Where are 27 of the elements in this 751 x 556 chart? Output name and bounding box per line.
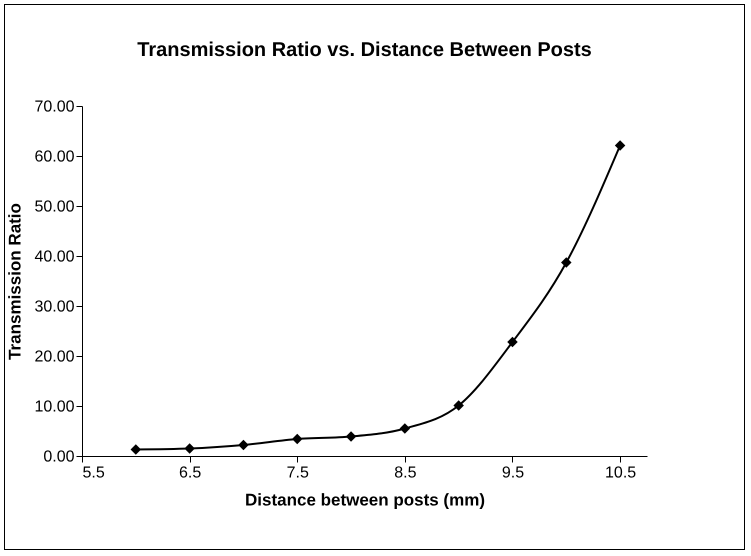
y-tick-label: 60.00 xyxy=(34,148,75,166)
point xyxy=(507,336,518,348)
point xyxy=(614,140,626,151)
x-tick-label: 6.5 xyxy=(178,464,202,482)
x-tick-label: 7.5 xyxy=(286,464,309,482)
y-tick-label: 70.00 xyxy=(34,98,75,116)
point xyxy=(400,423,410,434)
y-tick-label: 30.00 xyxy=(34,298,75,316)
y-tick-label: 20.00 xyxy=(34,348,75,366)
x-tick-label: 9.5 xyxy=(502,464,524,482)
point xyxy=(238,440,249,450)
x-tick-label: 10.5 xyxy=(605,464,636,482)
point xyxy=(453,400,464,411)
x-tick-label: 8.5 xyxy=(394,464,417,482)
point xyxy=(184,443,195,454)
x-axis-title: Distance between posts (mm) xyxy=(245,490,485,510)
y-tick-label: 10.00 xyxy=(34,398,75,416)
y-axis-title: Transmission Ratio xyxy=(5,203,24,360)
y-tick-label: 0.00 xyxy=(43,448,75,466)
y-tick-label: 50.00 xyxy=(34,198,75,216)
x-tick-label: 5.5 xyxy=(82,464,105,482)
point xyxy=(292,434,302,444)
y-tick-label: 40.00 xyxy=(34,248,75,266)
point xyxy=(561,257,572,268)
chart-title: Transmission Ratio vs. Distance Between Posts xyxy=(137,39,592,61)
point xyxy=(130,444,142,455)
point xyxy=(346,431,356,442)
